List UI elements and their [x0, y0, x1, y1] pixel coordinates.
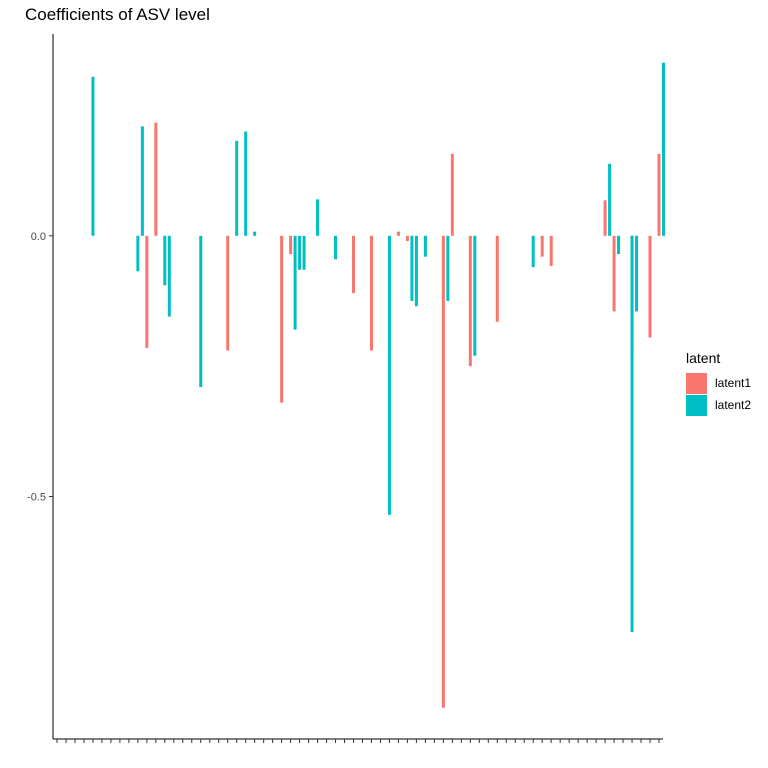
bar-latent2-2 [140, 126, 144, 236]
bar-latent2-11 [302, 235, 306, 270]
bar-latent1-11 [468, 235, 472, 367]
legend-swatch-latent1 [686, 372, 707, 394]
bar-latent2-18 [446, 235, 450, 301]
bar-latent2-20 [531, 235, 535, 268]
chart-title: Coefficients of ASV level [25, 5, 210, 24]
y-ticks: 0.0 -0.5 [27, 231, 53, 504]
bar-latent2-7 [244, 131, 248, 236]
legend-item-latent1: latent1 [686, 372, 751, 394]
bar-latent2-15 [410, 235, 414, 301]
bar-latent2-3 [163, 235, 167, 286]
bar-latent2-8 [253, 231, 257, 236]
bar-latent2-16 [414, 235, 418, 307]
bar-latent1-18 [648, 235, 652, 338]
bar-latent1-8 [405, 235, 409, 242]
bar-latent1-1 [154, 122, 158, 236]
y-tick-label: 0.0 [31, 231, 46, 243]
bar-latent1-5 [352, 235, 356, 294]
bar-latent2-0 [91, 76, 95, 236]
bar-latent2-5 [199, 235, 203, 388]
bar-latent2-1 [136, 235, 140, 272]
bar-latent1-19 [657, 153, 661, 236]
bar-latent2-19 [473, 235, 477, 356]
bar-latent2-17 [423, 235, 427, 257]
bar-latent1-12 [495, 235, 499, 322]
bar-latent1-3 [280, 235, 284, 403]
legend-item-latent2: latent2 [686, 394, 751, 416]
bar-latent2-4 [167, 235, 171, 317]
bar-latent1-15 [603, 200, 607, 236]
bar-latent2-25 [661, 62, 665, 236]
bar-latent2-9 [293, 235, 297, 330]
bar-latent1-6 [369, 235, 373, 351]
bar-latent1-7 [396, 231, 400, 236]
bar-latent2-21 [608, 163, 612, 236]
bar-latent1-14 [549, 235, 553, 267]
bar-latent2-6 [235, 140, 239, 236]
legend: latent latent1 latent2 [686, 350, 751, 416]
bar-latent1-4 [289, 235, 293, 255]
bar-latent2-14 [387, 235, 391, 515]
legend-title: latent [686, 350, 721, 366]
bar-latent1-9 [441, 235, 445, 708]
bar-latent2-10 [298, 235, 302, 270]
legend-swatch-latent2 [686, 394, 707, 416]
bar-latent1-16 [612, 235, 616, 312]
bar-latent2-12 [316, 199, 320, 236]
legend-label-latent1: latent1 [715, 376, 752, 390]
bar-layer [91, 62, 665, 708]
bar-latent2-13 [334, 235, 338, 260]
bar-latent1-13 [540, 235, 544, 257]
bar-latent2-22 [617, 235, 621, 255]
bar-latent1-2 [226, 235, 230, 351]
bar-latent1-10 [450, 153, 454, 236]
bar-latent2-23 [630, 235, 634, 633]
y-tick-label: -0.5 [27, 492, 46, 504]
x-ticks [56, 739, 660, 743]
legend-label-latent2: latent2 [715, 398, 752, 412]
bar-latent2-24 [635, 235, 639, 312]
bar-latent1-0 [145, 235, 149, 348]
